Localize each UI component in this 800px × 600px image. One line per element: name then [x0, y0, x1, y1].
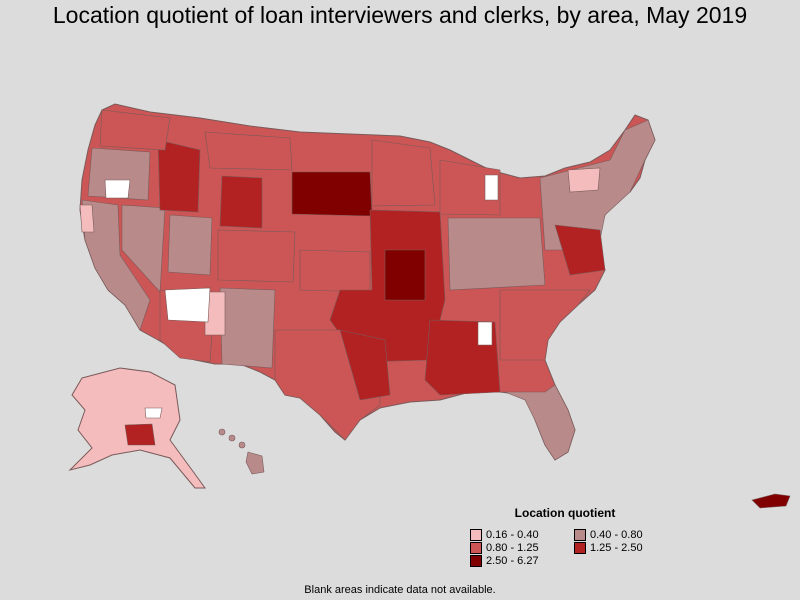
region-missouri-core: [384, 249, 426, 301]
region-southeast: [499, 289, 591, 361]
footnote: Blank areas indicate data not available.: [304, 584, 496, 596]
region-washington: [99, 109, 171, 151]
region-blank-4: [477, 321, 493, 346]
region-minnesota: [371, 139, 436, 207]
legend-label: 0.80 - 1.25: [486, 542, 539, 554]
region-oregon-light: [79, 204, 95, 233]
region-wisconsin-michigan: [439, 159, 501, 216]
region-blank-1: [104, 179, 131, 199]
legend-title: Location quotient: [514, 506, 616, 520]
legend-swatch: [574, 542, 586, 554]
alaska-dark-area: [124, 423, 156, 446]
legend-swatch: [470, 542, 482, 554]
region-kansas: [299, 249, 371, 293]
region-upstate-ny-light: [567, 167, 601, 193]
legend-label: 0.40 - 0.80: [590, 529, 643, 541]
legend-swatch: [574, 529, 586, 541]
region-blank-2: [164, 287, 211, 323]
legend-item-0-80-1-25: 0.80 - 1.25: [470, 542, 574, 554]
region-montana: [204, 131, 293, 171]
legend-label: 1.25 - 2.50: [590, 542, 643, 554]
region-wyoming: [219, 175, 263, 229]
region-mid-atlantic: [554, 224, 606, 276]
region-utah: [167, 214, 213, 276]
region-northern-plains: [291, 171, 373, 217]
legend-item-2-50-6-27: 2.50 - 6.27: [470, 555, 574, 567]
hawaii: [218, 428, 265, 475]
map-title: Location quotient of loan interviewers a…: [52, 2, 748, 28]
legend-label: 2.50 - 6.27: [486, 555, 539, 567]
legend-item-0-16-0-40: 0.16 - 0.40: [470, 529, 574, 541]
region-florida: [504, 384, 576, 461]
legend-swatch: [470, 529, 482, 541]
region-overlays: [79, 109, 656, 461]
puerto-rico: [751, 493, 791, 509]
region-oregon: [87, 147, 151, 201]
region-blank-3: [484, 174, 499, 201]
region-ohio-valley: [447, 217, 546, 291]
legend-swatch: [470, 555, 482, 567]
region-colorado: [217, 229, 296, 283]
region-california: [81, 199, 151, 331]
region-new-mexico: [219, 287, 276, 369]
legend-item-1-25-2-50: 1.25 - 2.50: [574, 542, 674, 554]
legend-item-0-40-0-80: 0.40 - 0.80: [574, 529, 674, 541]
region-idaho: [157, 139, 201, 213]
legend-label: 0.16 - 0.40: [486, 529, 539, 541]
legend: Location quotient 0.16 - 0.40 0.40 - 0.8…: [470, 506, 670, 567]
region-east-texas: [339, 329, 391, 401]
alaska-blank-area: [144, 407, 163, 419]
